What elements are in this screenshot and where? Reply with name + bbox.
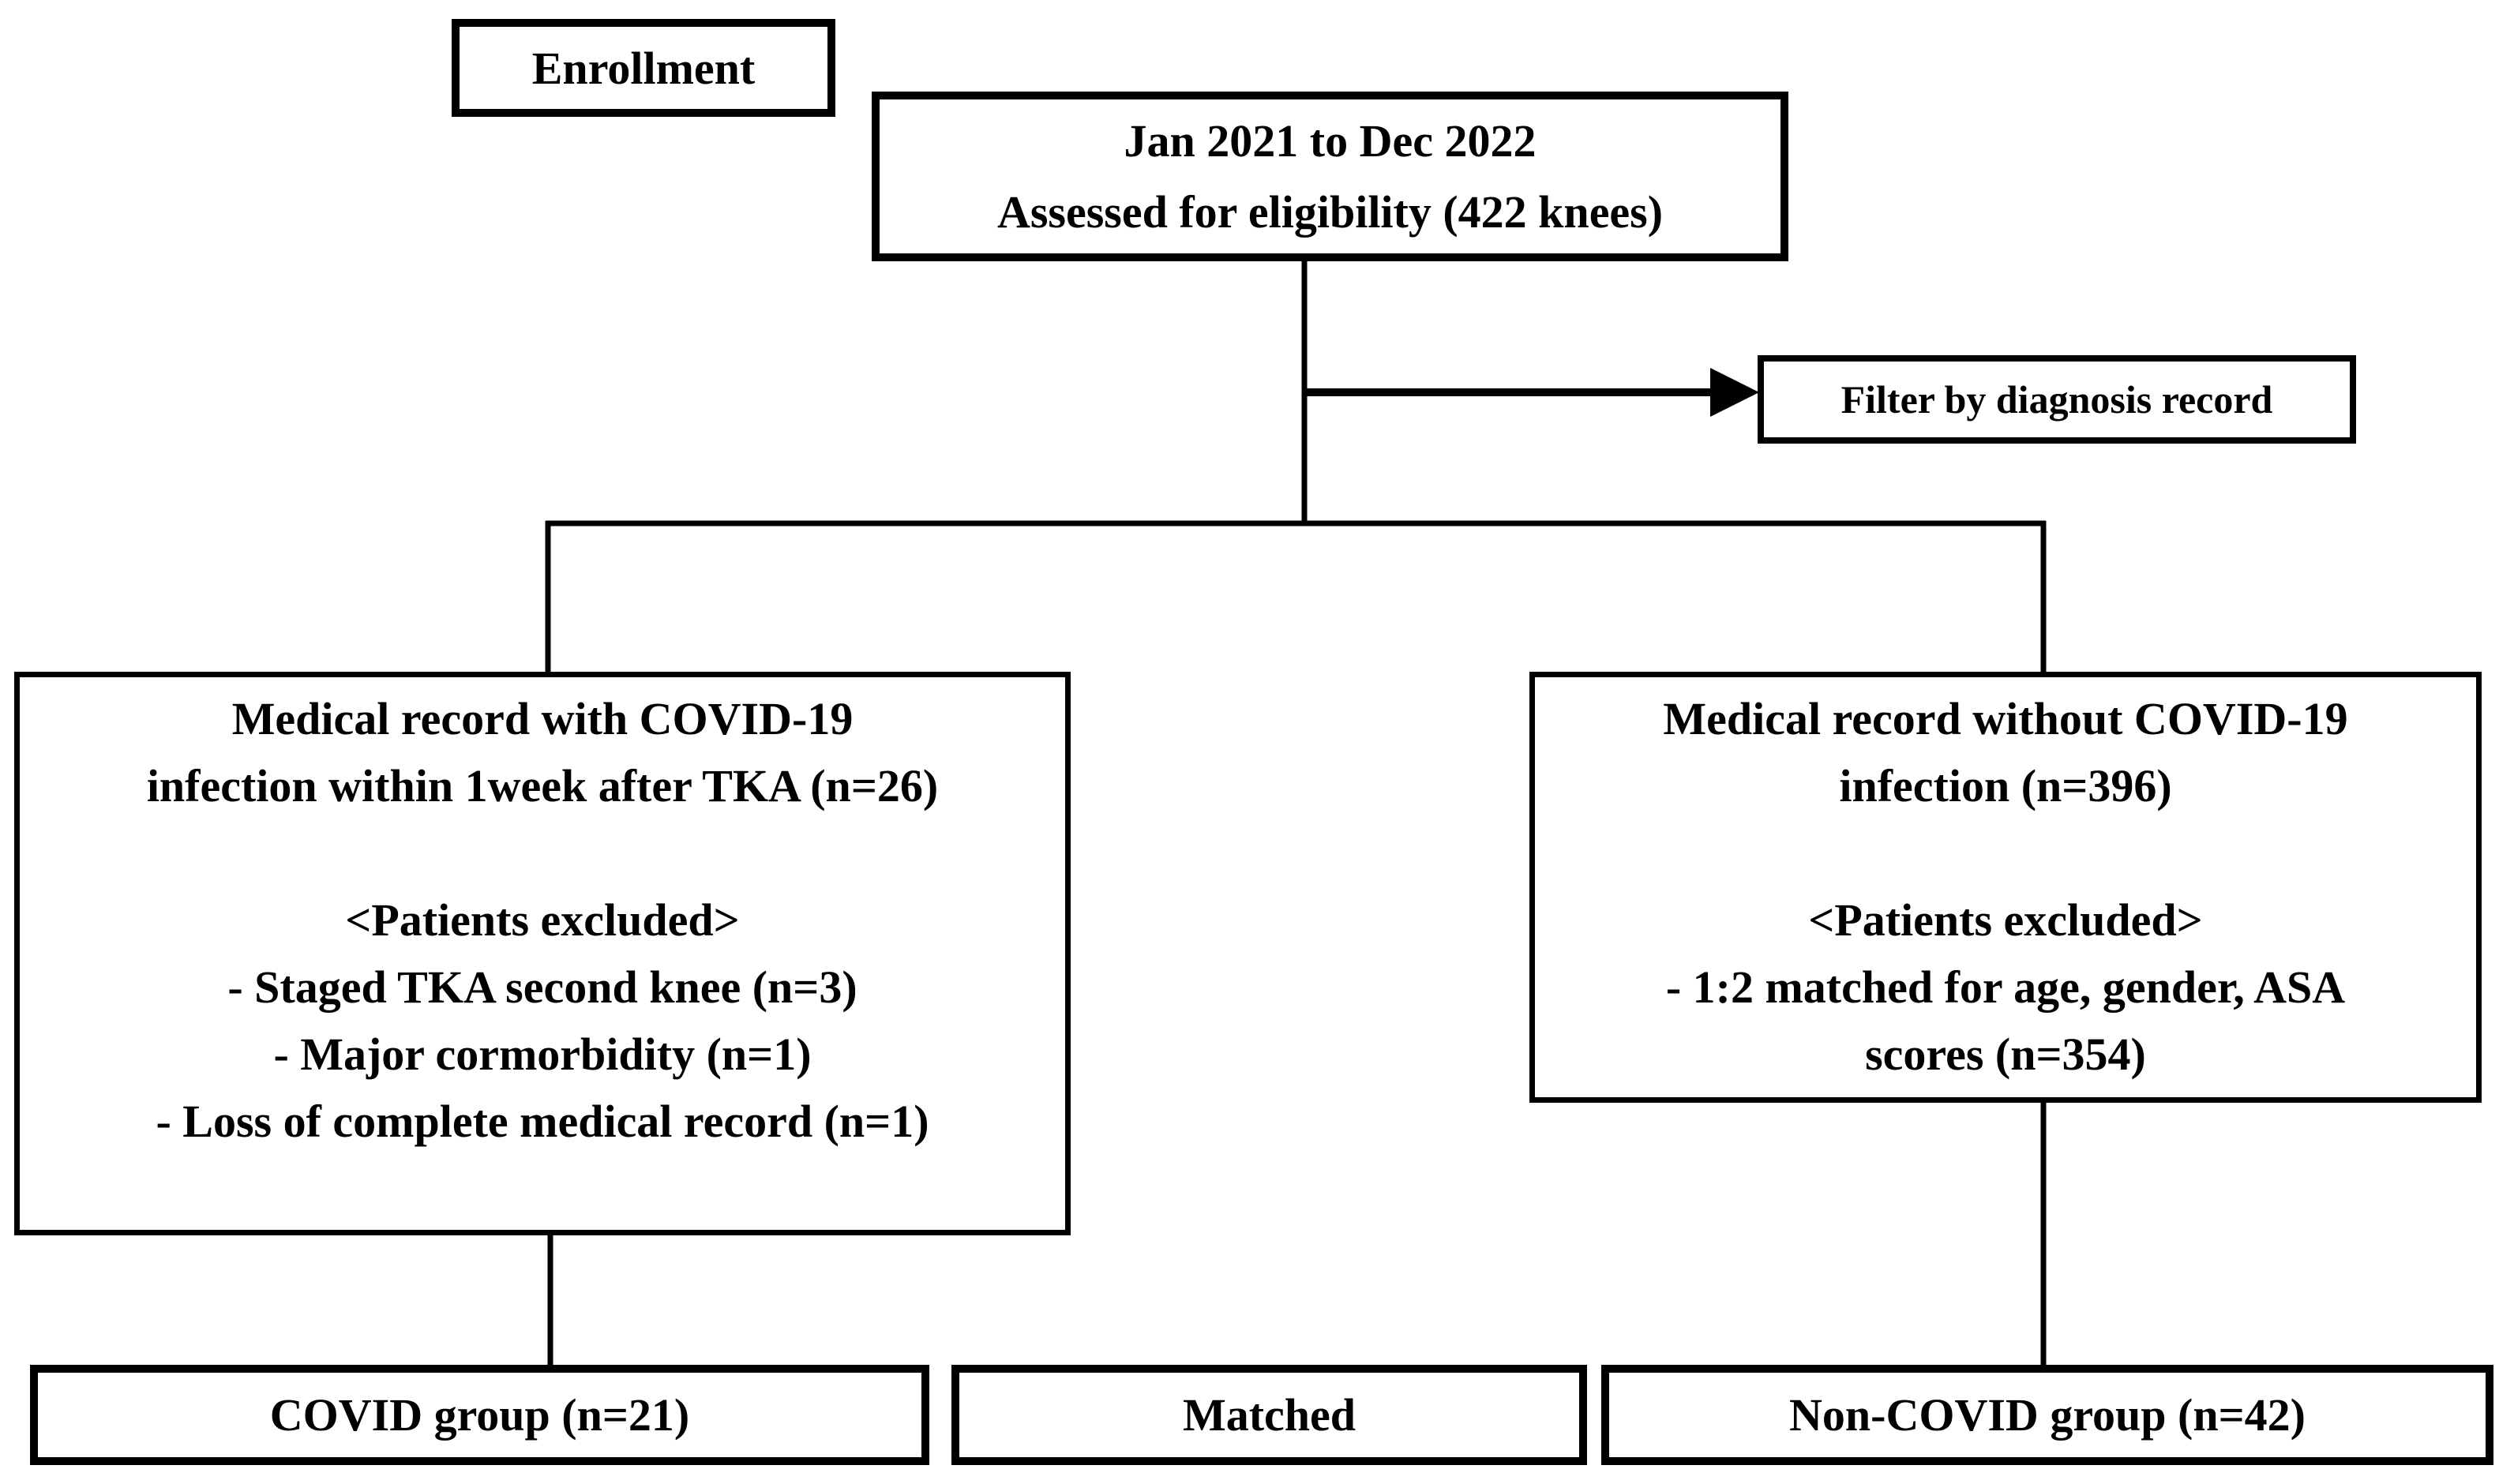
filter-box: Filter by diagnosis record	[1758, 355, 2356, 444]
covid-record-excluded-item: - Loss of complete medical record (n=1)	[156, 1096, 929, 1147]
eligibility-box: Jan 2021 to Dec 2022 Assessed for eligib…	[872, 92, 1788, 261]
non-covid-record-excluded-header: <Patients excluded>	[1808, 894, 2203, 946]
covid-record-line: Medical record with COVID-19	[231, 693, 854, 744]
non-covid-record-blank-line	[1535, 819, 2476, 886]
covid-record-box: Medical record with COVID-19 infection w…	[14, 672, 1071, 1235]
enrollment-label: Enrollment	[531, 42, 756, 94]
covid-record-excluded-header: <Patients excluded>	[345, 894, 740, 946]
non-covid-record-line: infection (n=396)	[1839, 760, 2172, 811]
non-covid-group-label: Non-COVID group (n=42)	[1789, 1389, 2306, 1441]
enrollment-box: Enrollment	[452, 19, 835, 117]
matched-box: Matched	[951, 1365, 1587, 1465]
filter-label: Filter by diagnosis record	[1840, 377, 2273, 422]
covid-group-label: COVID group (n=21)	[269, 1389, 690, 1441]
arrow-head-icon	[1710, 368, 1759, 417]
covid-record-blank-line	[20, 819, 1065, 886]
eligibility-count-text: Assessed for eligibility (422 knees)	[996, 186, 1664, 238]
non-covid-record-box: Medical record without COVID-19 infectio…	[1529, 672, 2482, 1103]
non-covid-record-line: Medical record without COVID-19	[1663, 693, 2348, 744]
covid-record-line: infection within 1week after TKA (n=26)	[146, 760, 939, 811]
non-covid-record-excluded-item: scores (n=354)	[1865, 1029, 2146, 1080]
covid-group-box: COVID group (n=21)	[30, 1365, 929, 1465]
matched-label: Matched	[1182, 1389, 1356, 1441]
eligibility-period-text: Jan 2021 to Dec 2022	[1124, 114, 1537, 167]
non-covid-record-excluded-item: - 1:2 matched for age, gender, ASA	[1665, 961, 2346, 1013]
non-covid-group-box: Non-COVID group (n=42)	[1601, 1365, 2493, 1465]
covid-record-excluded-item: - Major cormorbidity (n=1)	[273, 1029, 812, 1080]
covid-record-excluded-item: - Staged TKA second knee (n=3)	[227, 961, 857, 1013]
